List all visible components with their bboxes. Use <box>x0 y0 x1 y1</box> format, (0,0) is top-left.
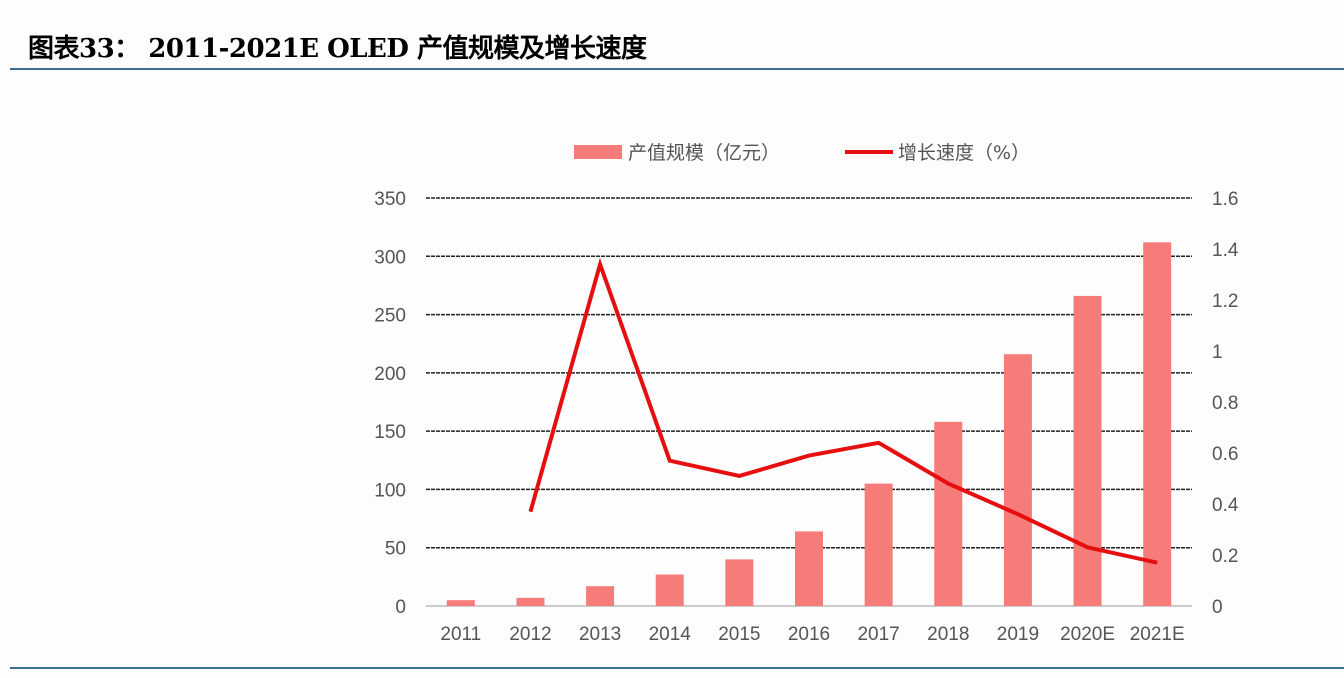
left-axis-tick-label: 200 <box>374 364 406 385</box>
x-axis-tick-label: 2021E <box>1130 624 1185 645</box>
right-axis-tick-label: 0.2 <box>1212 546 1238 567</box>
x-axis-tick-label: 2016 <box>788 624 830 645</box>
right-axis-tick-label: 0.8 <box>1212 393 1238 414</box>
left-axis-tick-label: 350 <box>374 189 406 210</box>
left-axis-tick-label: 250 <box>374 306 406 327</box>
x-axis-tick-label: 2011 <box>440 624 481 645</box>
right-axis-tick-label: 0.6 <box>1212 444 1238 465</box>
x-axis-tick-label: 2013 <box>579 624 621 645</box>
left-axis-tick-label: 50 <box>385 539 406 560</box>
right-axis-tick-label: 1.2 <box>1212 291 1238 312</box>
bar <box>1143 242 1172 606</box>
left-axis-tick-label: 150 <box>374 422 406 443</box>
legend-bar-label: 产值规模（亿元） <box>628 142 780 164</box>
top-rule <box>10 68 1344 70</box>
bar <box>934 421 963 606</box>
x-axis-tick-label: 2019 <box>997 624 1039 645</box>
bar <box>1003 354 1032 606</box>
x-axis-tick-label: 2017 <box>857 624 899 645</box>
bar <box>446 600 475 606</box>
x-axis-tick-label: 2014 <box>649 624 692 645</box>
bar <box>516 597 545 606</box>
bar <box>725 559 754 606</box>
right-axis-tick-label: 1.6 <box>1212 189 1238 210</box>
x-axis-tick-label: 2020E <box>1060 624 1115 645</box>
right-axis-tick-label: 0 <box>1212 597 1223 618</box>
bar <box>1073 295 1102 606</box>
left-axis-tick-label: 100 <box>374 480 406 501</box>
right-axis-tick-label: 1.4 <box>1212 240 1239 261</box>
bar <box>655 574 684 606</box>
bottom-rule <box>10 667 1344 669</box>
x-axis-tick-label: 2012 <box>509 624 551 645</box>
bar <box>586 586 615 606</box>
left-axis-tick-label: 0 <box>395 597 406 618</box>
figure-title: 图表33： 2011-2021E OLED 产值规模及增长速度 <box>28 34 647 64</box>
x-axis-tick-label: 2015 <box>718 624 760 645</box>
x-axis-tick-label: 2018 <box>927 624 969 645</box>
bar <box>864 483 893 606</box>
legend: 产值规模（亿元） 增长速度（%） <box>574 142 1030 164</box>
bar <box>795 531 823 606</box>
legend-line-label: 增长速度（%） <box>898 142 1030 164</box>
right-axis-tick-label: 0.4 <box>1212 495 1239 516</box>
growth-line <box>528 257 1158 565</box>
left-axis-tick-label: 300 <box>374 247 406 268</box>
right-axis-tick-label: 1 <box>1212 342 1223 363</box>
legend-bar-swatch <box>574 145 622 159</box>
